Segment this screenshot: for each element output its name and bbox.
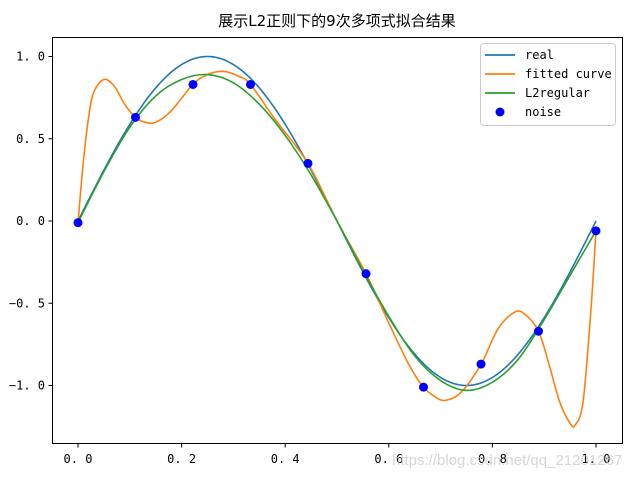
series-points-noise [73,79,601,392]
legend-label: real [525,48,554,62]
y-tick-label: −1. 0 [9,379,45,393]
x-tick-label: 0. 4 [271,452,300,466]
data-point [361,269,371,279]
y-axis: 1. 0 0. 5 0. 0 −0. 5 −1. 0 [9,50,53,393]
legend-item-l2regular: L2regular [485,86,590,100]
data-point [73,218,83,228]
legend-label: fitted curve [525,67,612,81]
data-point [303,158,313,168]
x-tick-label: 0. 2 [167,452,196,466]
legend-box [480,43,616,126]
x-tick-label: 1. 0 [582,452,611,466]
watermark: https://blog.csdn.net/qq_21201267 [392,452,623,469]
legend-item-noise: noise [495,105,561,119]
data-point [130,112,140,122]
data-point [534,326,544,336]
legend-item-fitted-curve: fitted curve [485,67,612,81]
x-tick-label: 0. 0 [64,452,93,466]
data-point [188,79,198,89]
y-tick-label: 0. 5 [16,132,45,146]
y-tick-label: 0. 0 [16,214,45,228]
legend-label: L2regular [525,86,590,100]
legend-item-real: real [485,48,554,62]
y-tick-label: −0. 5 [9,296,45,310]
series-layer [73,55,601,428]
series-line-fitted-curve [77,70,597,428]
legend-dot-swatch [495,107,505,117]
data-point [419,382,429,392]
x-axis: 0. 0 0. 2 0. 4 0. 6 0. 8 1. 0 [64,443,611,466]
data-point [245,79,255,89]
chart-title: 展示L2正则下的9次多项式拟合结果 [218,12,456,30]
plot-frame [52,37,623,444]
y-tick-label: 1. 0 [16,50,45,64]
data-point [591,226,601,236]
x-tick-label: 0. 8 [478,452,507,466]
x-tick-label: 0. 6 [374,452,403,466]
legend: real fitted curve L2regular noise [480,43,616,126]
legend-label: noise [525,105,561,119]
data-point [476,359,486,369]
series-line-l2regular [77,73,597,392]
